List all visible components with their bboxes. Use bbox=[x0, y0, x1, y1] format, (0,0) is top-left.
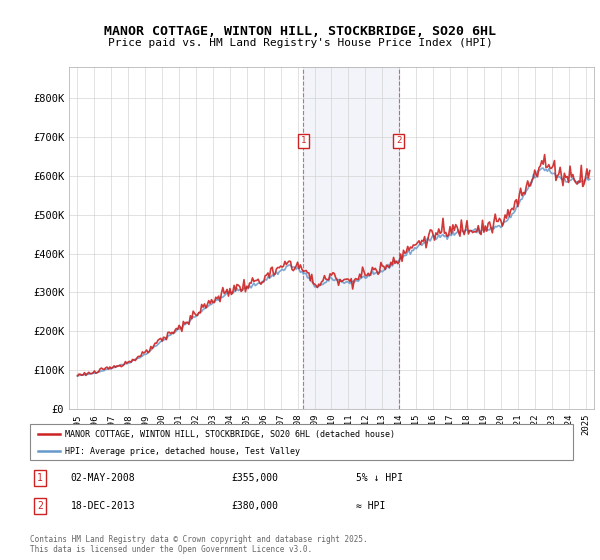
Text: MANOR COTTAGE, WINTON HILL, STOCKBRIDGE, SO20 6HL: MANOR COTTAGE, WINTON HILL, STOCKBRIDGE,… bbox=[104, 25, 496, 38]
Text: HPI: Average price, detached house, Test Valley: HPI: Average price, detached house, Test… bbox=[65, 447, 300, 456]
Text: £380,000: £380,000 bbox=[231, 501, 278, 511]
Text: 5% ↓ HPI: 5% ↓ HPI bbox=[356, 473, 403, 483]
Text: MANOR COTTAGE, WINTON HILL, STOCKBRIDGE, SO20 6HL (detached house): MANOR COTTAGE, WINTON HILL, STOCKBRIDGE,… bbox=[65, 430, 395, 438]
Text: 18-DEC-2013: 18-DEC-2013 bbox=[71, 501, 136, 511]
Text: 1: 1 bbox=[37, 473, 43, 483]
Text: 02-MAY-2008: 02-MAY-2008 bbox=[71, 473, 136, 483]
Text: 2: 2 bbox=[396, 137, 401, 146]
Text: ≈ HPI: ≈ HPI bbox=[356, 501, 385, 511]
Text: Contains HM Land Registry data © Crown copyright and database right 2025.
This d: Contains HM Land Registry data © Crown c… bbox=[30, 535, 368, 554]
FancyBboxPatch shape bbox=[30, 424, 573, 460]
Bar bbox=[303, 67, 398, 409]
Text: 1: 1 bbox=[301, 137, 306, 146]
Text: £355,000: £355,000 bbox=[231, 473, 278, 483]
Text: 2: 2 bbox=[37, 501, 43, 511]
Text: Price paid vs. HM Land Registry's House Price Index (HPI): Price paid vs. HM Land Registry's House … bbox=[107, 38, 493, 48]
